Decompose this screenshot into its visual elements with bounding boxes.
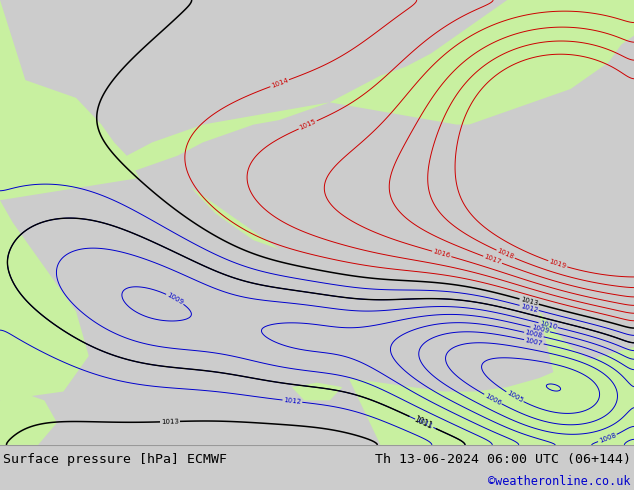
Polygon shape: [349, 347, 634, 445]
Polygon shape: [292, 383, 342, 400]
Polygon shape: [0, 392, 57, 445]
Text: ©weatheronline.co.uk: ©weatheronline.co.uk: [488, 475, 631, 489]
Polygon shape: [0, 200, 89, 400]
Text: 1015: 1015: [299, 119, 317, 131]
Polygon shape: [165, 169, 279, 249]
Text: 1008: 1008: [598, 432, 617, 444]
Text: 1014: 1014: [270, 77, 289, 89]
Text: 1005: 1005: [505, 390, 524, 404]
Text: 1009: 1009: [165, 292, 184, 306]
Text: 1013: 1013: [520, 296, 539, 307]
Text: 1011: 1011: [415, 417, 434, 430]
Text: 1018: 1018: [496, 248, 515, 261]
Text: 1012: 1012: [520, 303, 538, 313]
Text: 1016: 1016: [432, 248, 451, 259]
Text: 1011: 1011: [412, 415, 433, 431]
Text: 1007: 1007: [524, 337, 543, 346]
Text: 1019: 1019: [548, 258, 567, 270]
Polygon shape: [114, 0, 634, 173]
Polygon shape: [539, 312, 634, 445]
Text: Th 13-06-2024 06:00 UTC (06+144): Th 13-06-2024 06:00 UTC (06+144): [375, 453, 631, 466]
Text: 1008: 1008: [524, 330, 543, 340]
Text: 1006: 1006: [484, 392, 502, 406]
Text: 1012: 1012: [283, 397, 302, 405]
Text: Surface pressure [hPa] ECMWF: Surface pressure [hPa] ECMWF: [3, 453, 227, 466]
Text: 1017: 1017: [483, 254, 502, 266]
Polygon shape: [0, 0, 139, 200]
Text: 1009: 1009: [531, 324, 550, 335]
Text: 1010: 1010: [539, 320, 558, 330]
Text: 1013: 1013: [161, 418, 179, 425]
